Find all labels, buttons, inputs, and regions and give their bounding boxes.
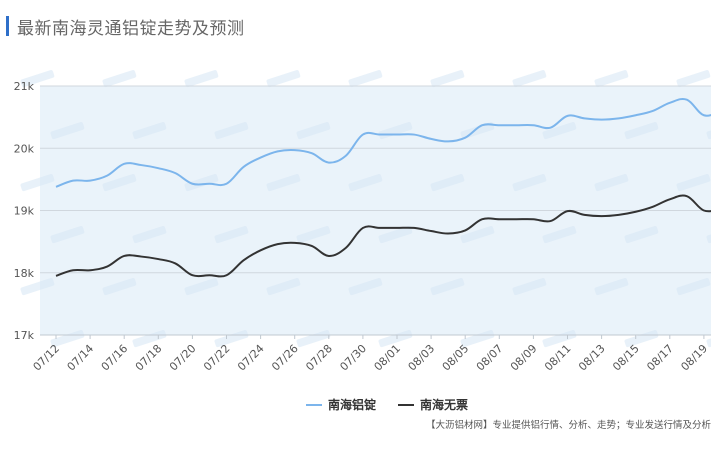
- watermark-mark: [50, 122, 85, 140]
- watermark-mark: [266, 174, 301, 192]
- y-tick-label: 18k: [14, 267, 35, 280]
- series-line-1: [55, 97, 711, 188]
- watermark-mark: [594, 70, 629, 88]
- legend-label-1: 南海铝锭: [328, 397, 376, 412]
- x-tick-label: 07/18: [133, 342, 165, 374]
- watermark-mark: [594, 278, 629, 296]
- watermark-mark: [266, 70, 301, 88]
- watermark-mark: [430, 174, 465, 192]
- watermark-mark: [296, 330, 331, 348]
- x-tick-label: 07/16: [99, 342, 131, 374]
- title-accent-bar: [6, 16, 9, 36]
- x-tick-label: 08/19: [678, 342, 710, 374]
- watermark-mark: [266, 278, 301, 296]
- x-tick-label: 08/07: [474, 342, 506, 374]
- y-tick-label: 20k: [14, 142, 35, 155]
- watermark-mark: [512, 70, 547, 88]
- watermark-mark: [50, 330, 85, 348]
- watermark-mark: [296, 226, 331, 244]
- watermark-mark: [676, 278, 711, 296]
- watermark-mark: [460, 330, 495, 348]
- x-tick-label: 07/20: [167, 342, 199, 374]
- x-tick-label: 08/17: [644, 342, 676, 374]
- page-title: 最新南海灵通铝锭走势及预测: [17, 18, 245, 39]
- watermark-mark: [594, 174, 629, 192]
- watermark-mark: [348, 278, 383, 296]
- x-tick-label: 08/09: [508, 342, 540, 374]
- y-tick-label: 17k: [14, 329, 35, 342]
- watermark-mark: [378, 330, 413, 348]
- x-tick-label: 07/12: [31, 342, 63, 374]
- watermark-mark: [132, 122, 167, 140]
- x-tick-label: 08/03: [406, 342, 438, 374]
- watermark-mark: [542, 330, 577, 348]
- watermark-mark: [50, 226, 85, 244]
- watermark-mark: [184, 174, 219, 192]
- watermark-mark: [460, 226, 495, 244]
- watermark-mark: [296, 122, 331, 140]
- watermark-mark: [430, 70, 465, 88]
- y-tick-label: 21k: [14, 80, 35, 93]
- watermark-mark: [102, 278, 137, 296]
- watermark-mark: [20, 278, 55, 296]
- watermark-mark: [676, 174, 711, 192]
- x-tick-label: 08/15: [610, 342, 642, 374]
- watermark-mark: [184, 70, 219, 88]
- watermark-mark: [430, 278, 465, 296]
- watermark-mark: [20, 174, 55, 192]
- footer-source-text: 【大沥铝材网】专业提供铝行情、分析、走势；专业发送行情及分析: [425, 420, 711, 431]
- series-line-2: [55, 194, 711, 278]
- watermark-mark: [184, 278, 219, 296]
- watermark-mark: [512, 174, 547, 192]
- watermark-mark: [378, 226, 413, 244]
- watermark-mark: [102, 174, 137, 192]
- watermark-mark: [348, 70, 383, 88]
- watermark-mark: [102, 70, 137, 88]
- x-tick-label: 08/01: [372, 342, 404, 374]
- x-tick-label: 07/14: [65, 342, 97, 374]
- chart-title-bar: 最新南海灵通铝锭走势及预测: [6, 14, 245, 39]
- x-tick-label: 08/13: [576, 342, 608, 374]
- watermark-mark: [542, 122, 577, 140]
- watermark-mark: [132, 330, 167, 348]
- watermark-mark: [214, 226, 249, 244]
- y-tick-label: 19k: [14, 205, 35, 218]
- x-tick-label: 08/05: [440, 342, 472, 374]
- watermark-mark: [624, 330, 659, 348]
- watermark-mark: [132, 226, 167, 244]
- x-tick-label: 07/24: [235, 342, 267, 374]
- legend-label-2: 南海无票: [420, 397, 468, 412]
- x-tick-label: 07/28: [303, 342, 335, 374]
- watermark-mark: [348, 174, 383, 192]
- x-tick-label: 07/26: [269, 342, 301, 374]
- watermark-mark: [214, 122, 249, 140]
- watermark-mark: [512, 278, 547, 296]
- watermark-mark: [624, 122, 659, 140]
- watermark-mark: [214, 330, 249, 348]
- watermark-mark: [624, 226, 659, 244]
- watermark-mark: [20, 70, 55, 88]
- watermark-mark: [676, 70, 711, 88]
- watermark-mark: [542, 226, 577, 244]
- x-tick-label: 07/30: [337, 342, 369, 374]
